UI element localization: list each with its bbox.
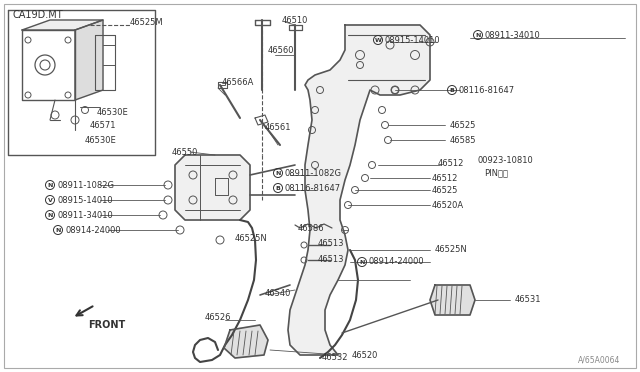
Text: 46566A: 46566A: [222, 77, 254, 87]
Text: 08116-81647: 08116-81647: [459, 86, 515, 94]
Text: PINピン: PINピン: [484, 169, 508, 177]
Text: 46561: 46561: [265, 122, 291, 131]
Text: 46512: 46512: [432, 173, 458, 183]
Text: 46571: 46571: [90, 121, 116, 129]
Text: N: N: [359, 260, 365, 264]
Text: 46525N: 46525N: [235, 234, 268, 243]
Text: 46525: 46525: [450, 121, 476, 129]
Text: 46550: 46550: [172, 148, 198, 157]
Text: 46560: 46560: [268, 45, 294, 55]
Text: N: N: [55, 228, 61, 232]
Text: 08911-1082G: 08911-1082G: [57, 180, 114, 189]
Text: N: N: [47, 183, 52, 187]
Text: 46510: 46510: [282, 16, 308, 25]
Text: 08911-34010: 08911-34010: [57, 211, 113, 219]
Text: W: W: [374, 38, 381, 42]
Text: N: N: [47, 212, 52, 218]
Text: N: N: [476, 32, 481, 38]
Polygon shape: [224, 325, 268, 358]
Text: 00923-10810: 00923-10810: [478, 155, 534, 164]
Polygon shape: [22, 20, 103, 30]
Text: 08915-14010: 08915-14010: [385, 35, 440, 45]
Text: 46525M: 46525M: [130, 17, 164, 26]
Text: 08915-14010: 08915-14010: [57, 196, 113, 205]
Text: FRONT: FRONT: [88, 320, 125, 330]
Text: 46520A: 46520A: [432, 201, 464, 209]
Polygon shape: [175, 155, 250, 220]
Text: 46585: 46585: [450, 135, 477, 144]
Text: 46513: 46513: [318, 256, 344, 264]
Text: B: B: [449, 87, 454, 93]
Text: N: N: [275, 170, 281, 176]
Polygon shape: [75, 20, 103, 100]
Text: 46532: 46532: [322, 353, 349, 362]
Text: 46530E: 46530E: [97, 108, 129, 116]
Text: 08911-1082G: 08911-1082G: [285, 169, 342, 177]
Text: 46540: 46540: [265, 289, 291, 298]
Polygon shape: [430, 285, 475, 315]
Text: 08911-34010: 08911-34010: [485, 31, 541, 39]
Text: 08914-24000: 08914-24000: [65, 225, 120, 234]
Text: 46526: 46526: [205, 314, 232, 323]
Text: 46513: 46513: [318, 240, 344, 248]
Text: A/65A0064: A/65A0064: [578, 356, 620, 365]
Text: 46512: 46512: [438, 158, 465, 167]
Text: 46520: 46520: [352, 350, 378, 359]
Text: 08914-24000: 08914-24000: [369, 257, 424, 266]
Text: CA19D.MT: CA19D.MT: [12, 10, 63, 20]
Text: 46586: 46586: [298, 224, 324, 232]
Text: 46531: 46531: [515, 295, 541, 305]
Text: 46525N: 46525N: [435, 246, 468, 254]
Text: 08116-81647: 08116-81647: [285, 183, 341, 192]
Text: V: V: [47, 198, 52, 202]
Text: 46525: 46525: [432, 186, 458, 195]
Text: 46530E: 46530E: [85, 135, 116, 144]
Text: B: B: [276, 186, 280, 190]
Polygon shape: [288, 25, 430, 355]
